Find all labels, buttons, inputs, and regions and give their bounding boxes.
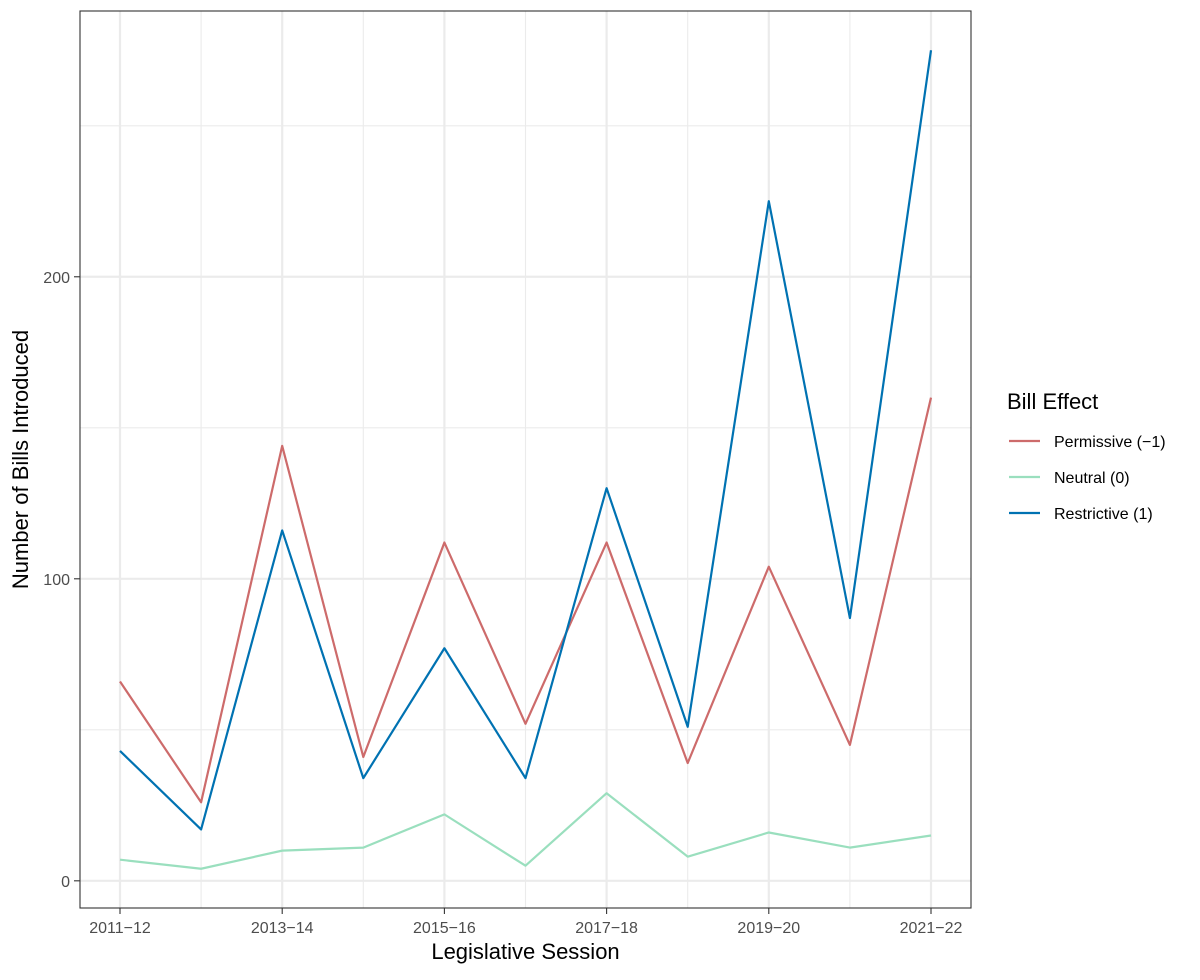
y-tick-label: 200	[43, 270, 70, 287]
grid	[80, 11, 971, 908]
legend-label-2: Restrictive (1)	[1054, 506, 1153, 523]
series-line-1	[119, 792, 932, 870]
legend: Bill Effect Permissive (−1) Neutral (0) Re…	[1007, 389, 1166, 523]
y-tick-label: 0	[61, 874, 70, 891]
series-line-0	[119, 397, 933, 804]
x-tick-label: 2013−14	[251, 920, 314, 937]
x-tick-label: 2017−18	[575, 920, 638, 937]
x-tick-label: 2019−20	[737, 920, 800, 937]
x-tick-label: 2021−22	[900, 920, 963, 937]
x-axis-title: Legislative Session	[431, 939, 619, 964]
legend-label-0: Permissive (−1)	[1054, 434, 1166, 451]
legend-items: Permissive (−1) Neutral (0) Restrictive (1…	[1009, 434, 1166, 523]
x-tick-label: 2011−12	[89, 920, 151, 937]
series-lines	[119, 50, 933, 870]
legend-title: Bill Effect	[1007, 389, 1098, 414]
plot-panel-border	[79, 10, 972, 909]
legend-label-1: Neutral (0)	[1054, 470, 1130, 487]
y-axis-title: Number of Bills Introduced	[8, 330, 33, 589]
axes: 2011−12 2013−14 2015−16 2017−18 2019−20 2021−…	[43, 270, 962, 937]
series-line-2	[119, 50, 933, 831]
x-tick-label: 2015−16	[413, 920, 476, 937]
y-tick-label: 100	[43, 572, 70, 589]
